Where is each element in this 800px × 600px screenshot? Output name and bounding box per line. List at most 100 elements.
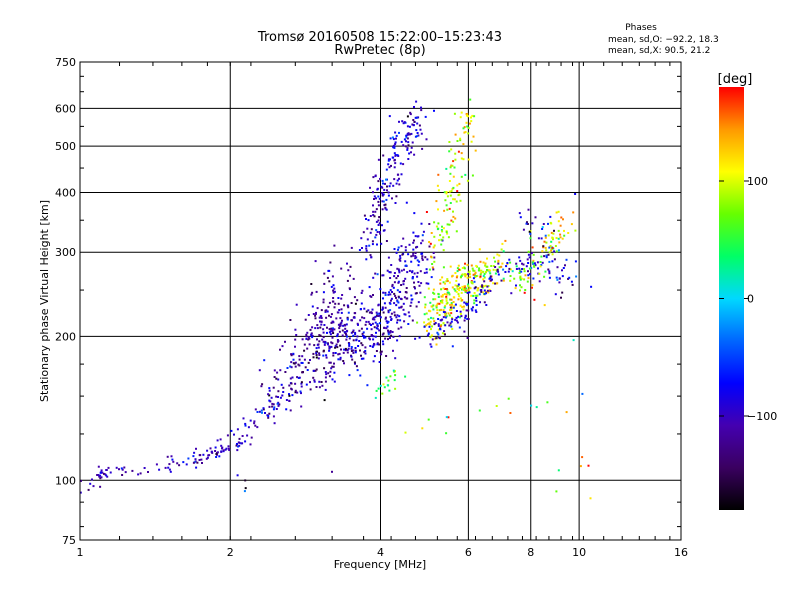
data-point [470, 281, 473, 283]
data-point [268, 399, 271, 402]
data-point [544, 234, 547, 237]
data-point [445, 315, 448, 318]
data-point [455, 290, 458, 293]
data-point [379, 351, 382, 354]
data-point [338, 352, 341, 355]
data-point [530, 266, 533, 269]
data-point [559, 236, 562, 239]
data-point [97, 474, 100, 476]
data-point [496, 282, 499, 285]
data-point [431, 266, 434, 269]
data-point [388, 271, 391, 274]
x-tick-label: 6 [465, 546, 472, 559]
data-point [504, 239, 507, 242]
data-point [369, 338, 371, 341]
data-point [397, 295, 400, 298]
data-point [547, 268, 550, 271]
data-point [473, 280, 476, 283]
data-point [325, 354, 328, 357]
data-point [459, 287, 461, 289]
data-point [441, 299, 444, 302]
data-point [417, 301, 420, 304]
data-point [437, 173, 440, 176]
data-point [410, 255, 413, 258]
data-point [435, 306, 438, 309]
data-point [468, 289, 470, 292]
data-point [382, 154, 385, 157]
data-point [168, 468, 171, 471]
data-point [296, 391, 299, 394]
data-point [382, 274, 385, 277]
data-point [402, 144, 405, 147]
data-point [381, 392, 384, 395]
data-point [359, 308, 362, 310]
data-point [415, 100, 418, 103]
data-point [482, 278, 485, 281]
data-point [394, 294, 397, 297]
data-point [395, 137, 397, 140]
data-point [346, 351, 349, 354]
data-point [343, 348, 346, 351]
data-point [407, 323, 410, 325]
data-point [89, 482, 92, 485]
data-point [447, 291, 449, 294]
data-point [394, 141, 397, 144]
data-point [105, 474, 108, 477]
data-point [483, 273, 486, 275]
data-point [452, 175, 455, 178]
data-point [323, 399, 326, 402]
data-point [362, 357, 365, 360]
data-point [379, 316, 382, 319]
data-point [421, 239, 424, 242]
data-point [394, 131, 397, 134]
data-point [487, 291, 490, 294]
data-point [567, 232, 570, 234]
data-point [353, 316, 356, 319]
data-point [432, 304, 435, 307]
data-point [216, 439, 219, 442]
data-point [434, 298, 437, 301]
data-point [504, 271, 507, 273]
data-point [554, 293, 557, 296]
data-point [331, 342, 334, 345]
data-point [334, 345, 337, 348]
data-point [433, 244, 436, 247]
data-point [310, 332, 313, 335]
data-point [393, 281, 396, 284]
data-point [496, 268, 499, 271]
data-point [444, 288, 447, 290]
data-point [453, 166, 456, 169]
data-point [400, 306, 402, 309]
data-point [464, 289, 466, 292]
info-heading: Phases [625, 23, 657, 33]
data-point [442, 316, 445, 319]
data-point [363, 351, 366, 354]
data-point [441, 318, 444, 321]
data-point [402, 122, 405, 125]
data-point [377, 180, 380, 183]
data-point [365, 245, 368, 248]
data-point [492, 265, 495, 267]
data-point [436, 312, 439, 315]
data-point [460, 157, 463, 160]
data-point [438, 302, 441, 305]
data-point [327, 342, 329, 345]
data-point [445, 191, 448, 193]
data-point [445, 288, 448, 290]
data-point [322, 336, 325, 339]
data-point [323, 341, 326, 344]
data-point [540, 237, 543, 240]
data-point [400, 326, 403, 329]
data-point [467, 288, 470, 291]
data-point [527, 253, 530, 256]
data-point [425, 268, 428, 271]
data-point [192, 461, 195, 464]
data-point [472, 277, 475, 280]
data-point [377, 158, 380, 161]
data-point [440, 229, 443, 231]
data-point [425, 324, 428, 327]
data-point [313, 379, 316, 382]
data-point [527, 250, 530, 253]
data-point [268, 412, 271, 415]
